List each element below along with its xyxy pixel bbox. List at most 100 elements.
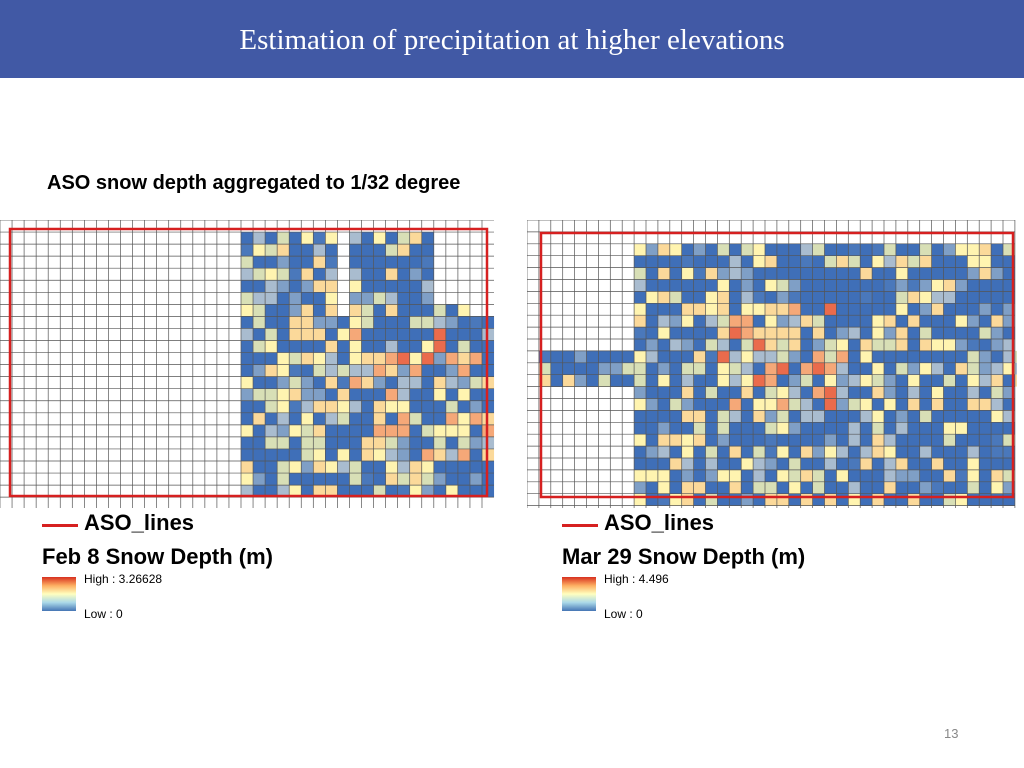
cell bbox=[836, 315, 849, 328]
cell bbox=[433, 461, 446, 474]
color-ramp bbox=[42, 577, 76, 611]
cell bbox=[955, 493, 968, 506]
cell bbox=[325, 376, 338, 389]
cell bbox=[457, 485, 470, 498]
cell bbox=[265, 424, 278, 437]
cell bbox=[812, 374, 825, 387]
cell bbox=[991, 410, 1003, 423]
cell bbox=[241, 304, 254, 317]
high-label: High : 3.26628 bbox=[84, 572, 163, 586]
cell bbox=[646, 350, 658, 363]
cell bbox=[361, 461, 374, 474]
cell bbox=[800, 422, 813, 435]
cell bbox=[1003, 481, 1015, 494]
cell bbox=[385, 292, 398, 305]
cell bbox=[562, 362, 575, 375]
cell bbox=[421, 280, 434, 293]
cell bbox=[301, 461, 314, 474]
cell bbox=[931, 458, 944, 470]
cell bbox=[919, 458, 932, 470]
cell bbox=[991, 374, 1003, 387]
cell bbox=[313, 268, 326, 281]
cell bbox=[907, 410, 920, 423]
cell bbox=[991, 469, 1003, 482]
cell bbox=[765, 350, 777, 363]
cell bbox=[729, 446, 742, 458]
cell bbox=[669, 291, 682, 304]
cell bbox=[469, 376, 482, 389]
cell bbox=[943, 279, 956, 292]
cell bbox=[943, 339, 956, 351]
cell bbox=[409, 473, 422, 486]
cell bbox=[919, 267, 932, 280]
cell bbox=[765, 303, 777, 316]
cell bbox=[967, 303, 980, 316]
cell bbox=[349, 364, 362, 377]
cell bbox=[860, 279, 873, 292]
cell bbox=[397, 244, 410, 257]
cell bbox=[657, 339, 670, 351]
cell bbox=[349, 473, 362, 486]
cell bbox=[681, 350, 694, 363]
cell bbox=[967, 422, 980, 435]
cell bbox=[253, 280, 266, 293]
cell bbox=[634, 279, 646, 292]
cell bbox=[884, 243, 896, 256]
cell bbox=[729, 327, 742, 339]
cell bbox=[967, 243, 980, 256]
title: Estimation of precipitation at higher el… bbox=[239, 24, 785, 56]
cell bbox=[717, 422, 730, 435]
cell bbox=[253, 376, 266, 389]
cell bbox=[717, 481, 730, 494]
cell bbox=[776, 350, 789, 363]
cell bbox=[979, 350, 992, 363]
cell bbox=[765, 458, 777, 470]
cell bbox=[469, 448, 482, 461]
cell bbox=[325, 304, 338, 317]
cell bbox=[800, 434, 813, 447]
cell bbox=[325, 232, 338, 245]
cell bbox=[979, 458, 992, 470]
cell bbox=[741, 255, 754, 268]
cell bbox=[409, 280, 422, 293]
cell bbox=[741, 469, 754, 482]
cell bbox=[241, 292, 254, 305]
cell bbox=[979, 339, 992, 351]
cell bbox=[919, 279, 932, 292]
cell bbox=[955, 386, 968, 399]
cell bbox=[1003, 446, 1015, 458]
cell bbox=[705, 446, 718, 458]
cell bbox=[373, 328, 386, 341]
high-label: High : 4.496 bbox=[604, 572, 669, 586]
cell bbox=[349, 316, 362, 329]
cell bbox=[729, 291, 742, 304]
cell bbox=[776, 458, 789, 470]
cell bbox=[967, 267, 980, 280]
cell bbox=[717, 469, 730, 482]
cell bbox=[373, 412, 386, 425]
cell bbox=[717, 350, 730, 363]
cell bbox=[457, 316, 470, 329]
cell bbox=[907, 434, 920, 447]
cell bbox=[800, 446, 813, 458]
cell bbox=[860, 493, 873, 506]
cell bbox=[895, 255, 908, 268]
cell bbox=[729, 374, 742, 387]
cell bbox=[253, 424, 266, 437]
cell bbox=[812, 458, 825, 470]
cell bbox=[313, 340, 326, 353]
cell bbox=[943, 469, 956, 482]
cell bbox=[943, 243, 956, 256]
cell bbox=[979, 469, 992, 482]
cell bbox=[848, 350, 861, 363]
cell bbox=[349, 448, 362, 461]
cell bbox=[991, 422, 1003, 435]
cell bbox=[693, 434, 706, 447]
cell bbox=[421, 268, 434, 281]
cell bbox=[800, 458, 813, 470]
cell bbox=[872, 327, 884, 339]
cell bbox=[562, 350, 575, 363]
cell bbox=[337, 328, 350, 341]
cell bbox=[860, 303, 873, 316]
map bbox=[0, 220, 495, 508]
